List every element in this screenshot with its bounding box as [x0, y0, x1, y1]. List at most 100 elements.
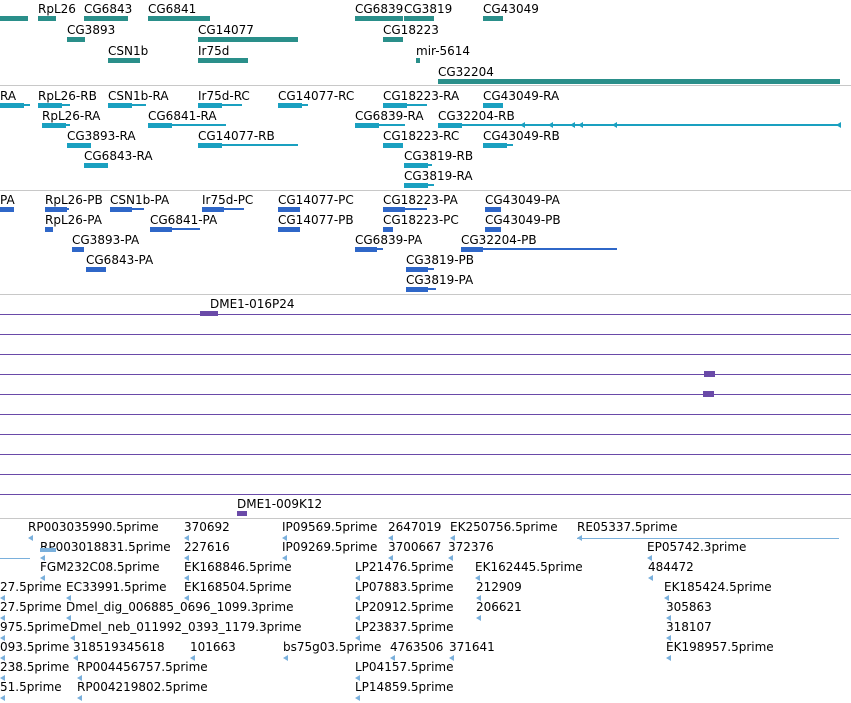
protein-label[interactable]: CG18223-PA: [383, 193, 458, 207]
protein-exon[interactable]: [485, 227, 501, 232]
protein-exon[interactable]: [0, 207, 14, 212]
transcript-label[interactable]: RpL26-RB: [38, 89, 97, 103]
transcript-label[interactable]: CG32204-RB: [438, 109, 515, 123]
est-label[interactable]: 101663: [190, 640, 236, 654]
protein-exon[interactable]: [383, 227, 393, 232]
est-label[interactable]: 484472: [648, 560, 694, 574]
gene-label[interactable]: CG14077: [198, 23, 254, 37]
gene-label[interactable]: Ir75d: [198, 44, 230, 58]
est-feature[interactable]: [40, 548, 56, 552]
transcript-label[interactable]: CG14077-RC: [278, 89, 355, 103]
transcript-exon[interactable]: [404, 163, 428, 168]
est-label[interactable]: LP20912.5prime: [355, 600, 454, 614]
est-label[interactable]: EP05742.3prime: [647, 540, 747, 554]
protein-label[interactable]: Ir75d-PC: [202, 193, 254, 207]
est-label[interactable]: 305863: [666, 600, 712, 614]
gene-label[interactable]: RpL26: [38, 2, 76, 16]
est-label[interactable]: Dmel_neb_011992_0393_1179.3prime: [70, 620, 302, 634]
est-label[interactable]: RP003018831.5prime: [40, 540, 171, 554]
transcript-label[interactable]: CG6843-RA: [84, 149, 153, 163]
transcript-label[interactable]: Ir75d-RC: [198, 89, 250, 103]
est-label[interactable]: 975.5prime: [0, 620, 70, 634]
protein-exon[interactable]: [278, 227, 300, 232]
gene-feature[interactable]: [108, 58, 140, 63]
protein-exon[interactable]: [355, 247, 377, 252]
protein-label[interactable]: CG43049-PA: [485, 193, 560, 207]
gene-feature[interactable]: [67, 37, 85, 42]
gene-label[interactable]: CG6841: [148, 2, 197, 16]
clone-line[interactable]: [0, 394, 851, 395]
est-label[interactable]: LP21476.5prime: [355, 560, 454, 574]
transcript-feature[interactable]: [355, 124, 405, 126]
est-label[interactable]: 093.5prime: [0, 640, 70, 654]
transcript-label[interactable]: CG14077-RB: [198, 129, 275, 143]
transcript-exon[interactable]: [383, 103, 407, 108]
transcript-label[interactable]: CG43049-RB: [483, 129, 560, 143]
protein-label[interactable]: CG18223-PC: [383, 213, 459, 227]
est-label[interactable]: LP14859.5prime: [355, 680, 454, 694]
est-label[interactable]: 2647019: [388, 520, 442, 534]
gene-feature[interactable]: [355, 16, 403, 21]
gene-feature[interactable]: [483, 16, 503, 21]
est-label[interactable]: IP09269.5prime: [282, 540, 378, 554]
protein-exon[interactable]: [383, 207, 405, 212]
protein-label[interactable]: CG6843-PA: [86, 253, 154, 267]
protein-feature[interactable]: [383, 208, 427, 210]
est-label[interactable]: 51.5prime: [0, 680, 62, 694]
transcript-label[interactable]: CG6839-RA: [355, 109, 424, 123]
protein-label[interactable]: CG3819-PA: [406, 273, 474, 287]
est-label[interactable]: EK168504.5prime: [184, 580, 292, 594]
transcript-exon[interactable]: [198, 143, 222, 148]
clone-label[interactable]: DME1-009K12: [237, 497, 323, 511]
gene-feature[interactable]: [383, 37, 403, 42]
gene-feature[interactable]: [198, 37, 298, 42]
est-label[interactable]: 4763506: [390, 640, 444, 654]
est-label[interactable]: EC33991.5prime: [66, 580, 167, 594]
gene-label[interactable]: CG6843: [84, 2, 133, 16]
gene-label[interactable]: CG3819: [404, 2, 453, 16]
protein-exon[interactable]: [202, 207, 224, 212]
protein-exon[interactable]: [406, 287, 428, 292]
est-feature[interactable]: [0, 558, 30, 559]
transcript-feature[interactable]: [148, 124, 226, 126]
protein-exon[interactable]: [72, 247, 84, 252]
clone-line[interactable]: [0, 494, 851, 495]
gene-label[interactable]: CSN1b: [108, 44, 149, 58]
transcript-label[interactable]: RA: [0, 89, 17, 103]
est-label[interactable]: Dmel_dig_006885_0696_1099.3prime: [66, 600, 294, 614]
protein-label[interactable]: CG3819-PB: [406, 253, 475, 267]
est-label[interactable]: 227616: [184, 540, 230, 554]
est-label[interactable]: 318519345618: [73, 640, 165, 654]
protein-exon[interactable]: [45, 227, 53, 232]
gene-feature[interactable]: [38, 16, 56, 21]
est-label[interactable]: FGM232C08.5prime: [40, 560, 160, 574]
gene-feature[interactable]: [404, 16, 434, 21]
transcript-label[interactable]: RpL26-RA: [42, 109, 101, 123]
est-label[interactable]: 212909: [476, 580, 522, 594]
transcript-label[interactable]: CG3819-RB: [404, 149, 474, 163]
transcript-exon[interactable]: [198, 103, 222, 108]
est-label[interactable]: 372376: [448, 540, 494, 554]
transcript-label[interactable]: CG3893-RA: [67, 129, 136, 143]
transcript-exon[interactable]: [483, 103, 503, 108]
est-label[interactable]: bs75g03.5prime: [283, 640, 382, 654]
est-label[interactable]: RP004219802.5prime: [77, 680, 208, 694]
gene-feature[interactable]: [416, 58, 420, 63]
transcript-label[interactable]: CG18223-RC: [383, 129, 460, 143]
est-label[interactable]: EK162445.5prime: [475, 560, 583, 574]
est-label[interactable]: LP07883.5prime: [355, 580, 454, 594]
gene-label[interactable]: mir-5614: [416, 44, 471, 58]
protein-label[interactable]: RpL26-PB: [45, 193, 103, 207]
est-label[interactable]: RE05337.5prime: [577, 520, 678, 534]
transcript-exon[interactable]: [278, 103, 302, 108]
transcript-exon[interactable]: [404, 183, 428, 188]
protein-label[interactable]: PA: [0, 193, 15, 207]
protein-exon[interactable]: [461, 247, 483, 252]
est-label[interactable]: EK185424.5prime: [664, 580, 772, 594]
protein-exon[interactable]: [406, 267, 428, 272]
clone-feature[interactable]: [200, 311, 218, 316]
protein-exon[interactable]: [150, 227, 172, 232]
gene-feature[interactable]: [84, 16, 128, 21]
protein-label[interactable]: CG6841-PA: [150, 213, 218, 227]
transcript-exon[interactable]: [383, 143, 403, 148]
